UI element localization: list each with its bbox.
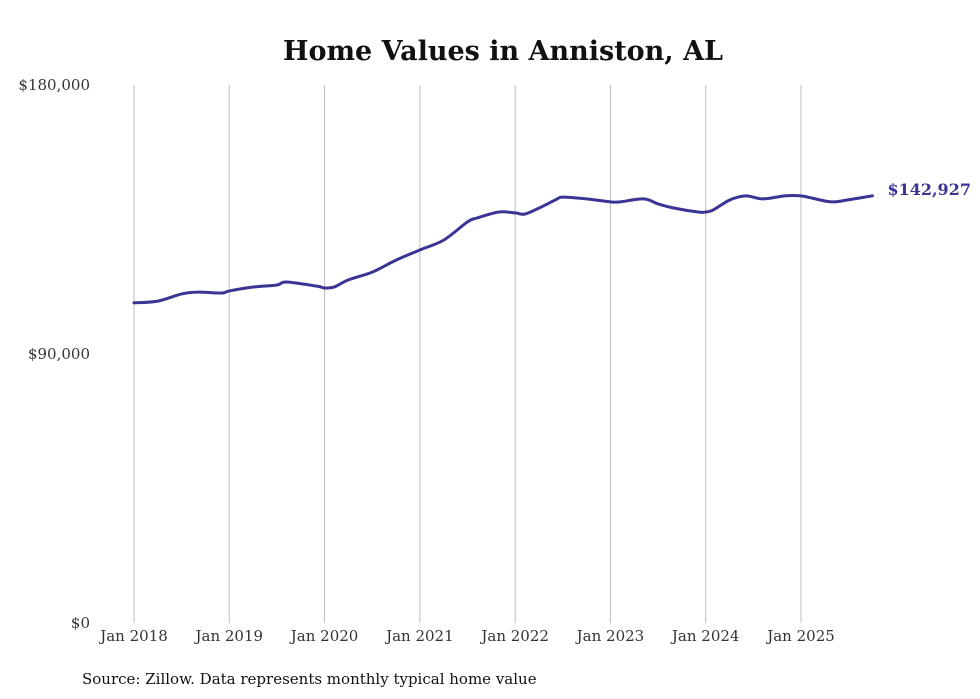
series-line xyxy=(132,193,874,305)
x-tick-label: Jan 2021 xyxy=(384,627,454,645)
x-axis: Jan 2018 Jan 2019 Jan 2020 Jan 2021 Jan 2022… xyxy=(98,627,835,645)
y-tick-label: $0 xyxy=(71,614,90,632)
y-axis: $0 $90,000 $180,000 xyxy=(18,76,90,632)
x-tick-label: Jan 2024 xyxy=(670,627,740,645)
y-tick-label: $180,000 xyxy=(18,76,90,94)
x-tick-label: Jan 2025 xyxy=(765,627,835,645)
source-note: Source: Zillow. Data represents monthly … xyxy=(82,670,537,688)
x-tick-label: Jan 2018 xyxy=(98,627,168,645)
x-tick-label: Jan 2019 xyxy=(194,627,264,645)
x-tick-label: Jan 2020 xyxy=(289,627,359,645)
x-tick-label: Jan 2023 xyxy=(575,627,645,645)
grid xyxy=(133,85,802,623)
y-tick-label: $90,000 xyxy=(28,345,90,363)
end-value-label: $142,927 xyxy=(887,180,971,199)
x-tick-label: Jan 2022 xyxy=(479,627,549,645)
chart-title: Home Values in Anniston, AL xyxy=(283,36,723,67)
